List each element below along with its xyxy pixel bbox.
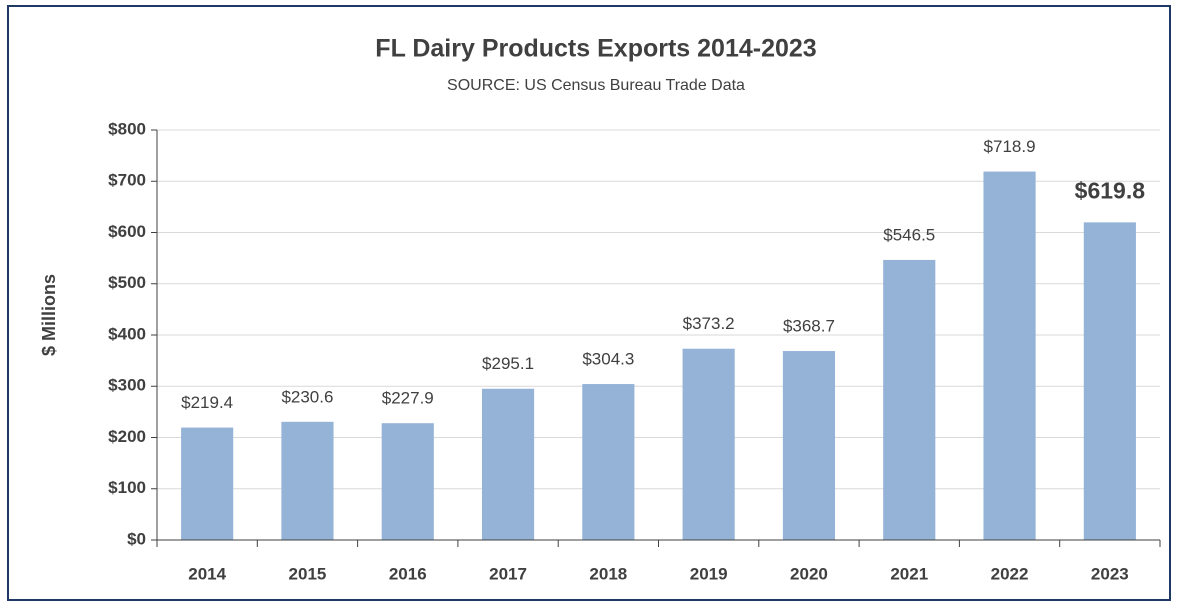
bar	[381, 423, 434, 540]
data-label: $219.4	[181, 393, 233, 412]
data-label: $368.7	[783, 317, 835, 336]
chart-subtitle: SOURCE: US Census Bureau Trade Data	[447, 77, 745, 94]
data-label: $304.3	[582, 350, 634, 369]
y-tick-label: $800	[108, 119, 146, 138]
x-tick-label: 2016	[389, 564, 427, 583]
x-tick-label: 2014	[188, 564, 226, 583]
y-tick-label: $500	[108, 273, 146, 292]
x-tick-label: 2020	[790, 564, 828, 583]
y-tick-label: $100	[108, 478, 146, 497]
y-tick-label: $600	[108, 222, 146, 241]
y-axis-label: $ Millions	[39, 274, 59, 356]
y-tick-label: $400	[108, 324, 146, 343]
data-label: $230.6	[281, 387, 333, 406]
x-tick-label: 2022	[991, 564, 1029, 583]
bar	[682, 348, 735, 540]
bar	[582, 384, 635, 540]
bar	[983, 171, 1036, 540]
y-tick-label: $200	[108, 427, 146, 446]
x-tick-label: 2017	[489, 564, 527, 583]
x-tick-label: 2019	[690, 564, 728, 583]
x-tick-label: 2018	[589, 564, 627, 583]
x-tick-label: 2021	[890, 564, 928, 583]
bar	[1083, 222, 1136, 541]
y-tick-label: $0	[127, 529, 146, 548]
bar	[281, 421, 334, 540]
y-tick-label: $700	[108, 171, 146, 190]
x-tick-label: 2015	[289, 564, 327, 583]
x-tick-label: 2023	[1091, 564, 1129, 583]
bar	[782, 351, 836, 540]
chart-title: FL Dairy Products Exports 2014-2023	[375, 35, 816, 63]
y-tick-label: $300	[108, 376, 146, 395]
bar	[181, 427, 234, 540]
data-label: $546.5	[883, 225, 935, 244]
bar	[883, 259, 936, 540]
bar	[481, 388, 535, 540]
data-label: $619.8	[1075, 177, 1146, 203]
data-label: $295.1	[482, 354, 534, 373]
data-label: $718.9	[984, 137, 1036, 156]
data-label: $227.9	[382, 389, 434, 408]
data-label: $373.2	[683, 314, 735, 333]
